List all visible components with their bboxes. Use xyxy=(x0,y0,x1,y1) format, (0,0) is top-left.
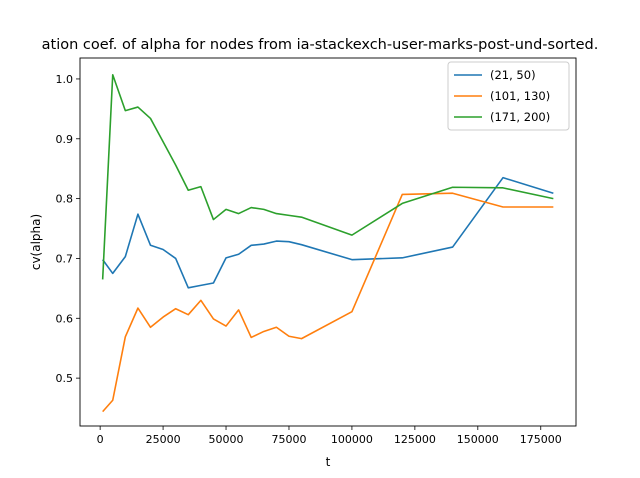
series-line-2 xyxy=(101,73,554,280)
y-tick-label: 0.9 xyxy=(56,133,74,146)
legend-label-0: (21, 50) xyxy=(490,68,536,82)
y-tick-label: 0.6 xyxy=(56,312,74,325)
series-line-0 xyxy=(102,176,554,289)
legend-box xyxy=(447,61,570,131)
x-tick-label: 75000 xyxy=(271,433,306,446)
legend-label-1: (101, 130) xyxy=(490,89,550,103)
series-line-1 xyxy=(102,192,554,413)
y-tick-label: 0.5 xyxy=(56,372,74,385)
plot-frame xyxy=(79,57,577,427)
x-tick-label: 50000 xyxy=(209,433,244,446)
y-axis: 0.5 0.6 0.7 0.8 0.9 1.0 xyxy=(56,73,80,385)
x-tick-label: 0 xyxy=(97,433,104,446)
y-tick-label: 1.0 xyxy=(56,73,74,86)
legend-label-2: (171, 200) xyxy=(490,110,550,124)
chart-title: ation coef. of alpha for nodes from ia-s… xyxy=(42,37,599,53)
x-axis-label: t xyxy=(326,455,331,469)
y-tick-label: 0.7 xyxy=(56,252,74,265)
x-tick-label: 150000 xyxy=(457,433,499,446)
x-axis: 0 25000 50000 75000 100000 125000 150000 175000 xyxy=(97,426,562,446)
x-tick-label: 25000 xyxy=(146,433,181,446)
y-axis-label: cv(alpha) xyxy=(29,214,43,270)
legend: (21, 50) (101, 130) (171, 200) xyxy=(447,61,570,131)
x-tick-label: 100000 xyxy=(331,433,373,446)
plot-area xyxy=(101,73,554,413)
x-tick-label: 175000 xyxy=(520,433,562,446)
x-tick-label: 125000 xyxy=(394,433,436,446)
y-tick-label: 0.8 xyxy=(56,193,74,206)
